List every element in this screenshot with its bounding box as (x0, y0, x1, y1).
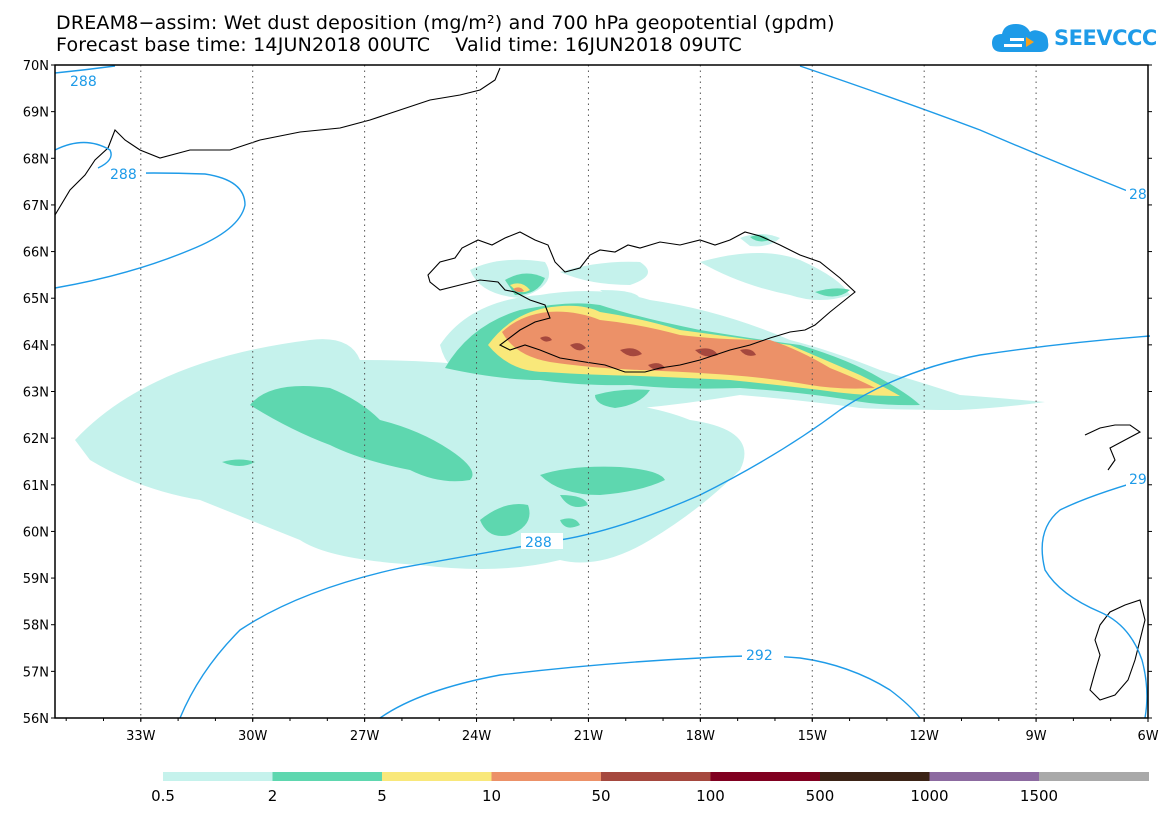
colorbar-swatch (163, 772, 273, 781)
colorbar-label: 1500 (1019, 787, 1059, 805)
lon-label: 30W (238, 729, 268, 744)
lon-label: 18W (686, 729, 716, 744)
lat-label: 69N (23, 106, 49, 121)
axis-ticks (51, 64, 1152, 722)
colorbar-swatch (820, 772, 930, 781)
lon-label: 12W (909, 729, 939, 744)
contour-label-288: 288 (70, 74, 97, 90)
lat-label: 66N (23, 246, 49, 261)
lat-label: 64N (23, 339, 49, 354)
seevccc-logo: SEEVCCC (990, 18, 1170, 58)
contour-labels: 288 288 28 288 29 292 (66, 73, 1152, 664)
contour-label-292: 292 (746, 648, 773, 664)
cloud-icon (992, 24, 1049, 52)
lat-label: 59N (23, 572, 49, 587)
colorbar-label: 0.5 (151, 787, 175, 805)
lon-label: 27W (350, 729, 380, 744)
map-title: DREAM8−assim: Wet dust deposition (mg/m²… (56, 12, 835, 34)
coastlines (54, 67, 1146, 701)
colorbar-swatch (272, 772, 383, 781)
contour-label-288: 288 (525, 535, 552, 551)
logo-text: SEEVCCC (1054, 26, 1157, 50)
lon-label: 33W (126, 729, 156, 744)
lat-label: 63N (23, 386, 49, 401)
colorbar-swatch (929, 772, 1040, 781)
latitude-labels: 70N 69N 68N 67N 66N 65N 64N 63N 62N 61N 60N 59N 58N 5… (23, 59, 49, 727)
colorbar-swatch (382, 772, 492, 781)
lat-label: 70N (23, 59, 49, 74)
lon-label: 15W (798, 729, 828, 744)
longitude-labels: 33W 30W 27W 24W 21W 18W 15W 12W 9W 6W (126, 729, 1159, 744)
lat-label: 68N (23, 152, 49, 167)
contour-label-292: 29 (1129, 472, 1147, 488)
colorbar-swatch (1039, 772, 1149, 781)
lat-label: 56N (23, 712, 49, 727)
colorbar-label: 50 (591, 787, 611, 805)
colorbar-label: 100 (696, 787, 725, 805)
colorbar-swatch (710, 772, 821, 781)
contour-label-288: 288 (110, 167, 137, 183)
lon-label: 9W (1026, 729, 1047, 744)
lat-label: 61N (23, 479, 49, 494)
lat-label: 62N (23, 432, 49, 447)
contour-label-288: 28 (1129, 187, 1147, 203)
dust-deposition-field (75, 234, 1045, 569)
lat-label: 60N (23, 525, 49, 540)
lat-label: 65N (23, 292, 49, 307)
colorbar-label: 2 (267, 787, 278, 805)
lat-label: 58N (23, 619, 49, 634)
lon-label: 24W (462, 729, 492, 744)
colorbar-label: 500 (805, 787, 835, 805)
lon-label: 6W (1137, 729, 1158, 744)
lon-label: 21W (574, 729, 604, 744)
colorbar-swatch (601, 772, 711, 781)
colorbar-label: 1000 (910, 787, 949, 805)
colorbar-swatch (491, 772, 602, 781)
colorbar-label: 5 (377, 787, 387, 805)
colorbar (163, 772, 1149, 781)
map-subtitle: Forecast base time: 14JUN2018 00UTC Vali… (56, 34, 742, 56)
colorbar-label: 10 (481, 787, 502, 805)
lat-label: 57N (23, 665, 49, 680)
lat-label: 67N (23, 199, 49, 214)
